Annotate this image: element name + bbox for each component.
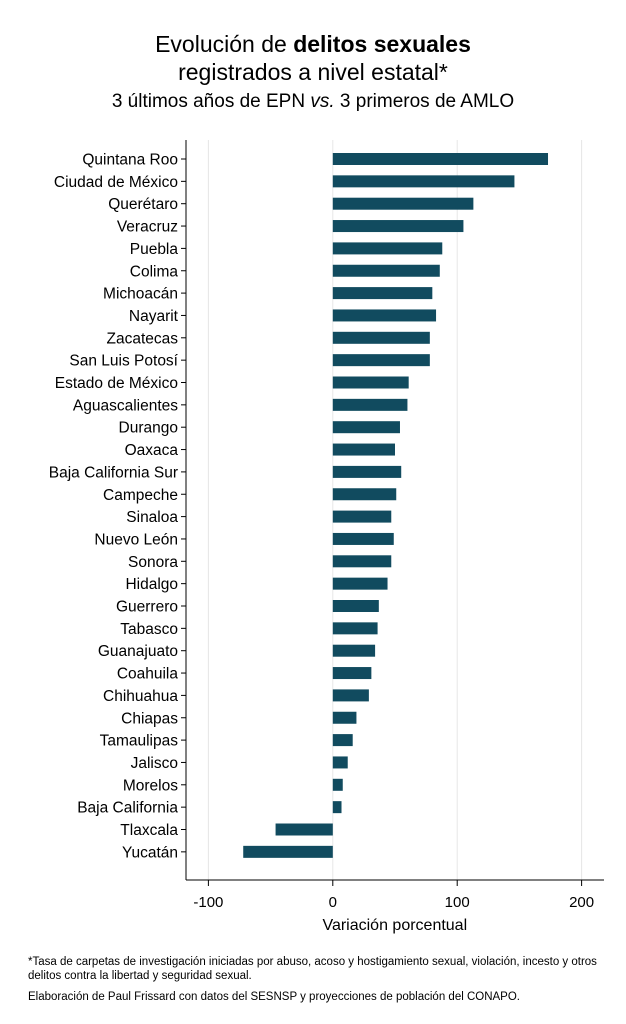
category-label: Jalisco	[131, 755, 178, 772]
category-label: Guerrero	[116, 599, 178, 616]
bar	[332, 577, 388, 590]
category-label: Aguascalientes	[73, 397, 178, 414]
bar	[332, 644, 376, 657]
bar	[332, 153, 549, 165]
category-label: Colima	[130, 263, 179, 280]
category-label: Sonora	[128, 554, 178, 571]
credit-line: Elaboración de Paul Frissard con datos d…	[28, 991, 520, 1003]
bar	[243, 845, 333, 858]
x-tick-label: 200	[569, 894, 594, 911]
title-prefix: Evolución de	[155, 31, 294, 57]
category-label: Coahuila	[117, 666, 179, 683]
bar	[332, 555, 392, 568]
bar	[332, 510, 392, 523]
bar	[332, 287, 433, 300]
category-label: Querétaro	[108, 196, 178, 213]
category-label: Ciudad de México	[54, 174, 178, 191]
bar	[332, 488, 397, 501]
x-tick-label: -100	[193, 894, 223, 911]
bar	[332, 711, 357, 724]
bar	[332, 197, 474, 210]
category-label: Tlaxcala	[120, 822, 178, 839]
category-label: Quintana Roo	[82, 152, 178, 169]
bar	[332, 667, 372, 680]
bar	[332, 331, 430, 344]
bar	[332, 600, 379, 612]
bar	[332, 622, 378, 635]
chart-subtitle: 3 últimos años de EPN vs. 3 primeros de …	[0, 90, 626, 114]
x-tick-label: 100	[445, 894, 470, 911]
category-label: Hidalgo	[125, 576, 178, 593]
x-tick-label: 0	[329, 894, 337, 911]
bar	[332, 175, 515, 188]
category-label: Nuevo León	[94, 531, 178, 548]
bar	[332, 264, 440, 277]
category-label: Yucatán	[122, 844, 178, 861]
category-label: Tamaulipas	[100, 733, 179, 750]
category-label: Michoacán	[103, 286, 178, 303]
category-label: Campeche	[103, 487, 178, 504]
category-label: Veracruz	[117, 219, 178, 236]
bar	[332, 532, 394, 545]
category-label: Nayarit	[129, 308, 179, 325]
bar	[332, 778, 343, 791]
bar-chart: -100 0 100 200 Quintana Roo Ciudad de México Q…	[49, 140, 604, 934]
bar	[332, 465, 402, 478]
bar	[332, 756, 348, 769]
category-label: Baja California	[77, 800, 178, 817]
bar	[332, 220, 464, 233]
category-label: Chihuahua	[103, 688, 178, 705]
bar	[332, 309, 437, 322]
category-label: Baja California Sur	[49, 464, 178, 481]
category-label: Guanajuato	[98, 643, 178, 660]
bar	[332, 443, 395, 456]
chart-title-line2: registrados a nivel estatal*	[178, 59, 448, 85]
category-label: Puebla	[130, 241, 179, 258]
category-label: San Luis Potosí	[69, 353, 178, 370]
x-axis-title: Variación porcentual	[322, 917, 467, 934]
bar	[332, 801, 342, 814]
footnote: *Tasa de carpetas de investigación inici…	[28, 956, 597, 982]
subtitle-prefix: 3 últimos años de EPN	[111, 91, 311, 112]
bar	[332, 398, 408, 411]
category-label: Estado de México	[55, 375, 178, 392]
subtitle-italic: vs.	[310, 91, 335, 112]
category-label: Durango	[119, 420, 178, 437]
bar	[332, 689, 369, 702]
category-label: Zacatecas	[106, 330, 178, 347]
bar	[332, 734, 353, 747]
title-bold: delitos sexuales	[293, 31, 471, 57]
bar	[332, 354, 430, 367]
chart-title-line1: Evolución de delitos sexuales	[0, 30, 626, 58]
bar	[332, 376, 409, 389]
bar	[332, 421, 400, 434]
category-label: Tabasco	[120, 621, 178, 638]
category-label: Sinaloa	[126, 509, 178, 526]
category-label: Chiapas	[121, 710, 178, 727]
category-label: Morelos	[123, 777, 178, 794]
category-label: Oaxaca	[125, 442, 179, 459]
bar	[332, 242, 443, 255]
bar	[275, 823, 333, 836]
subtitle-suffix: 3 primeros de AMLO	[334, 91, 515, 112]
